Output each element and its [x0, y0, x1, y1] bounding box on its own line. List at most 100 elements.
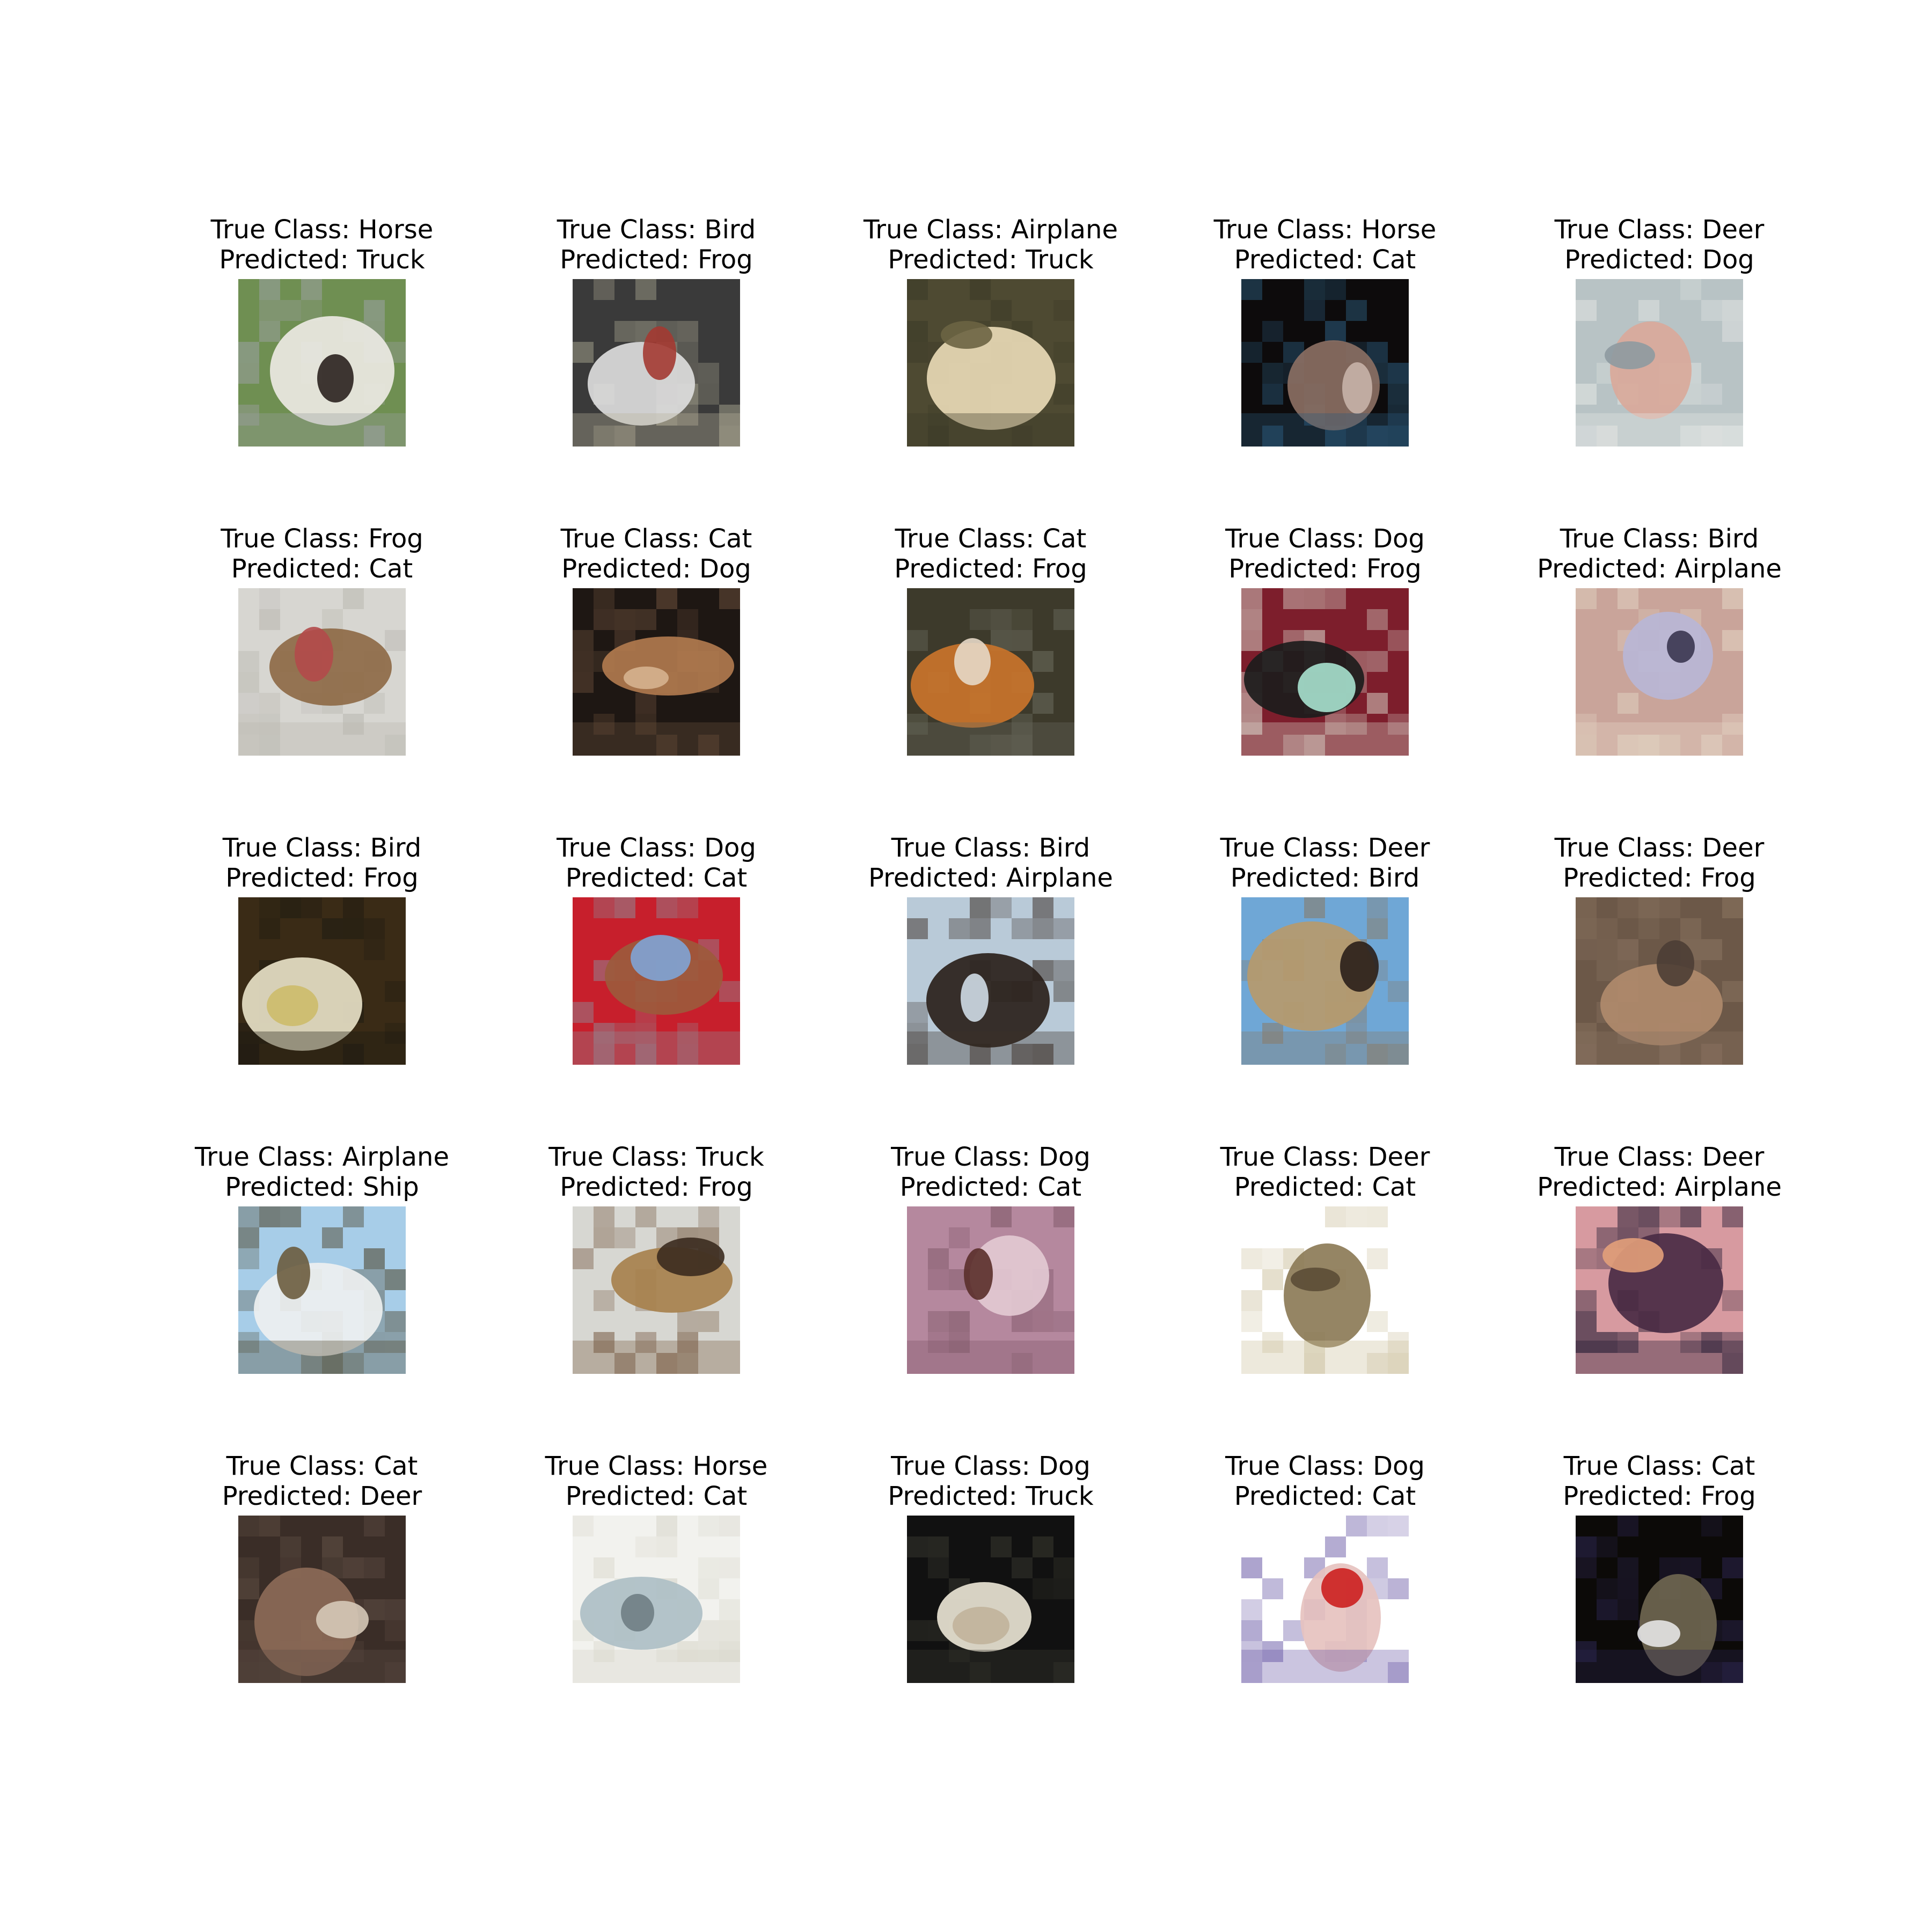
panel-caption: True Class: Cat Predicted: Frog [1492, 1451, 1827, 1511]
sample-image [906, 1206, 1074, 1374]
true-class-label: True Class: Horse [1213, 215, 1437, 245]
sample-image [906, 588, 1074, 756]
panel-caption: True Class: Dog Predicted: Cat [1158, 1451, 1493, 1511]
true-class-label: True Class: Horse [210, 215, 434, 245]
thumbnail-art [238, 1206, 406, 1374]
true-class-label: True Class: Frog [221, 524, 423, 554]
true-class-label: True Class: Cat [226, 1451, 418, 1481]
sample-panel: True Class: Horse Predicted: Cat [1158, 215, 1493, 515]
predicted-label: Predicted: Deer [222, 1481, 422, 1511]
sample-image [238, 1516, 406, 1683]
thumbnail-art [572, 897, 740, 1065]
sample-panel: True Class: Bird Predicted: Airplane [823, 833, 1159, 1133]
sample-panel: True Class: Deer Predicted: Frog [1492, 833, 1827, 1133]
sample-image [238, 588, 406, 756]
sample-panel: True Class: Bird Predicted: Frog [489, 215, 824, 515]
sample-panel: True Class: Bird Predicted: Airplane [1492, 524, 1827, 824]
sample-image [572, 897, 740, 1065]
predicted-label: Predicted: Cat [565, 1481, 748, 1511]
true-class-label: True Class: Dog [557, 833, 756, 863]
predicted-label: Predicted: Truck [219, 245, 425, 275]
panel-caption: True Class: Truck Predicted: Frog [489, 1142, 824, 1202]
predicted-label: Predicted: Truck [888, 1481, 1094, 1511]
true-class-label: True Class: Truck [548, 1142, 764, 1172]
panel-caption: True Class: Deer Predicted: Cat [1158, 1142, 1493, 1202]
thumbnail-art [1241, 279, 1409, 447]
sample-image [238, 279, 406, 447]
panel-caption: True Class: Dog Predicted: Truck [823, 1451, 1159, 1511]
sample-image [906, 1516, 1074, 1683]
sample-panel: True Class: Airplane Predicted: Truck [823, 215, 1159, 515]
thumbnail-art [238, 588, 406, 756]
thumbnail-art [238, 1516, 406, 1683]
predicted-label: Predicted: Airplane [1537, 1172, 1782, 1202]
true-class-label: True Class: Deer [1220, 833, 1430, 863]
thumbnail-art [1575, 897, 1743, 1065]
sample-panel: True Class: Cat Predicted: Frog [823, 524, 1159, 824]
thumbnail-art [572, 279, 740, 447]
thumbnail-art [572, 588, 740, 756]
sample-image [906, 279, 1074, 447]
thumbnail-art [572, 1516, 740, 1683]
panel-caption: True Class: Deer Predicted: Dog [1492, 215, 1827, 275]
panel-caption: True Class: Bird Predicted: Frog [155, 833, 490, 893]
panel-caption: True Class: Cat Predicted: Dog [489, 524, 824, 584]
true-class-label: True Class: Deer [1554, 833, 1765, 863]
predicted-label: Predicted: Frog [560, 245, 753, 275]
panel-caption: True Class: Bird Predicted: Airplane [823, 833, 1159, 893]
sample-image [1241, 897, 1409, 1065]
panel-caption: True Class: Cat Predicted: Deer [155, 1451, 490, 1511]
sample-image [1241, 279, 1409, 447]
true-class-label: True Class: Airplane [863, 215, 1118, 245]
predicted-label: Predicted: Dog [1564, 245, 1754, 275]
true-class-label: True Class: Bird [1560, 524, 1759, 554]
panel-caption: True Class: Cat Predicted: Frog [823, 524, 1159, 584]
sample-panel: True Class: Deer Predicted: Airplane [1492, 1142, 1827, 1443]
sample-panel: True Class: Dog Predicted: Frog [1158, 524, 1493, 824]
thumbnail-art [1241, 588, 1409, 756]
predicted-label: Predicted: Ship [225, 1172, 419, 1202]
sample-panel: True Class: Dog Predicted: Cat [489, 833, 824, 1133]
true-class-label: True Class: Dog [891, 1142, 1091, 1172]
panel-caption: True Class: Deer Predicted: Airplane [1492, 1142, 1827, 1202]
panel-caption: True Class: Horse Predicted: Cat [489, 1451, 824, 1511]
thumbnail-art [1575, 279, 1743, 447]
predicted-label: Predicted: Truck [888, 245, 1094, 275]
true-class-label: True Class: Horse [545, 1451, 768, 1481]
thumbnail-art [1575, 1516, 1743, 1683]
sample-image [1575, 279, 1743, 447]
panel-caption: True Class: Airplane Predicted: Truck [823, 215, 1159, 275]
predicted-label: Predicted: Frog [894, 554, 1087, 584]
thumbnail-art [238, 279, 406, 447]
sample-image [572, 1516, 740, 1683]
sample-panel: True Class: Horse Predicted: Cat [489, 1451, 824, 1752]
true-class-label: True Class: Cat [895, 524, 1087, 554]
sample-image [1575, 897, 1743, 1065]
sample-image [1575, 588, 1743, 756]
predicted-label: Predicted: Dog [561, 554, 751, 584]
sample-image [1241, 1516, 1409, 1683]
predicted-label: Predicted: Cat [1234, 1172, 1416, 1202]
sample-image [1241, 1206, 1409, 1374]
thumbnail-art [238, 897, 406, 1065]
sample-panel: True Class: Bird Predicted: Frog [155, 833, 490, 1133]
sample-panel: True Class: Deer Predicted: Cat [1158, 1142, 1493, 1443]
sample-panel: True Class: Cat Predicted: Frog [1492, 1451, 1827, 1752]
sample-panel: True Class: Deer Predicted: Dog [1492, 215, 1827, 515]
sample-image [572, 279, 740, 447]
thumbnail-art [1241, 1516, 1409, 1683]
predicted-label: Predicted: Frog [1228, 554, 1422, 584]
sample-image [572, 588, 740, 756]
panel-caption: True Class: Deer Predicted: Bird [1158, 833, 1493, 893]
true-class-label: True Class: Dog [1225, 524, 1425, 554]
true-class-label: True Class: Deer [1220, 1142, 1430, 1172]
thumbnail-art [572, 1206, 740, 1374]
sample-panel: True Class: Truck Predicted: Frog [489, 1142, 824, 1443]
predicted-label: Predicted: Cat [1234, 245, 1416, 275]
predicted-label: Predicted: Airplane [868, 863, 1113, 893]
predicted-label: Predicted: Frog [225, 863, 419, 893]
thumbnail-art [1241, 1206, 1409, 1374]
thumbnail-art [906, 1206, 1074, 1374]
thumbnail-art [1241, 897, 1409, 1065]
panel-caption: True Class: Frog Predicted: Cat [155, 524, 490, 584]
